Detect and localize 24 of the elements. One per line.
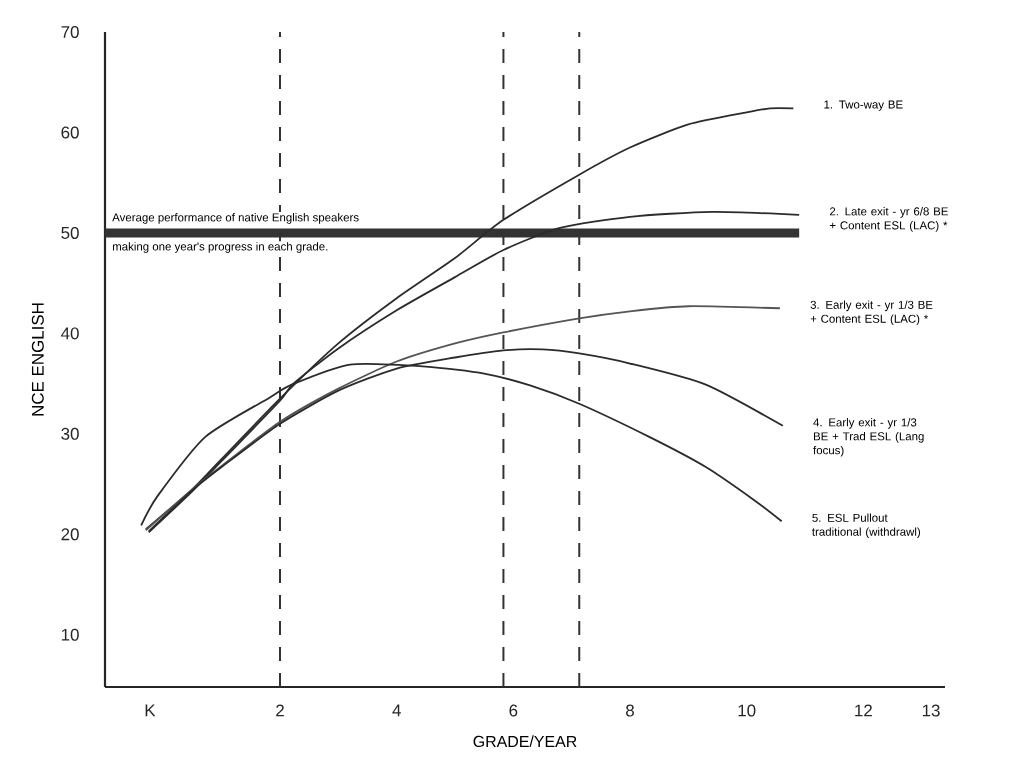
- text: 1. Two-way BE: [824, 100, 903, 111]
- y-tick-label: 70: [61, 26, 79, 39]
- x-tick-label: 10: [738, 704, 756, 717]
- annotation: making one year's progress in each grade.: [112, 242, 328, 253]
- x-tick-label: 4: [392, 704, 401, 717]
- text: 3. Early exit - yr 1/3 BE + Content ESL (LAC) *: [810, 300, 933, 326]
- text: 4. Early exit - yr 1/3 BE + Trad ESL (Lang focus): [813, 418, 924, 457]
- y-tick-label: 20: [61, 528, 79, 541]
- text: 2. Late exit - yr 6/8 BE + Content ESL (LAC) *: [829, 207, 948, 232]
- x-tick-label: K: [145, 704, 156, 717]
- y-tick-label: 40: [61, 327, 79, 340]
- y-axis-title: NCE ENGLISH: [31, 303, 44, 416]
- x-tick-label: 6: [509, 704, 518, 717]
- y-tick-label: 10: [61, 628, 79, 641]
- y-tick-label: 60: [61, 126, 79, 139]
- x-tick-label: 2: [276, 704, 284, 717]
- y-tick-label: 30: [61, 427, 79, 440]
- x-tick-label: 12: [855, 704, 872, 717]
- y-tick-label: 50: [61, 226, 79, 239]
- text: 5. ESL Pullout traditional (withdrawl): [812, 513, 921, 539]
- x-tick-label: 13: [922, 704, 940, 717]
- annotation: Average performance of native English speakers: [112, 213, 359, 224]
- x-tick-label: 8: [626, 704, 634, 717]
- x-axis-title: GRADE/YEAR: [473, 735, 577, 748]
